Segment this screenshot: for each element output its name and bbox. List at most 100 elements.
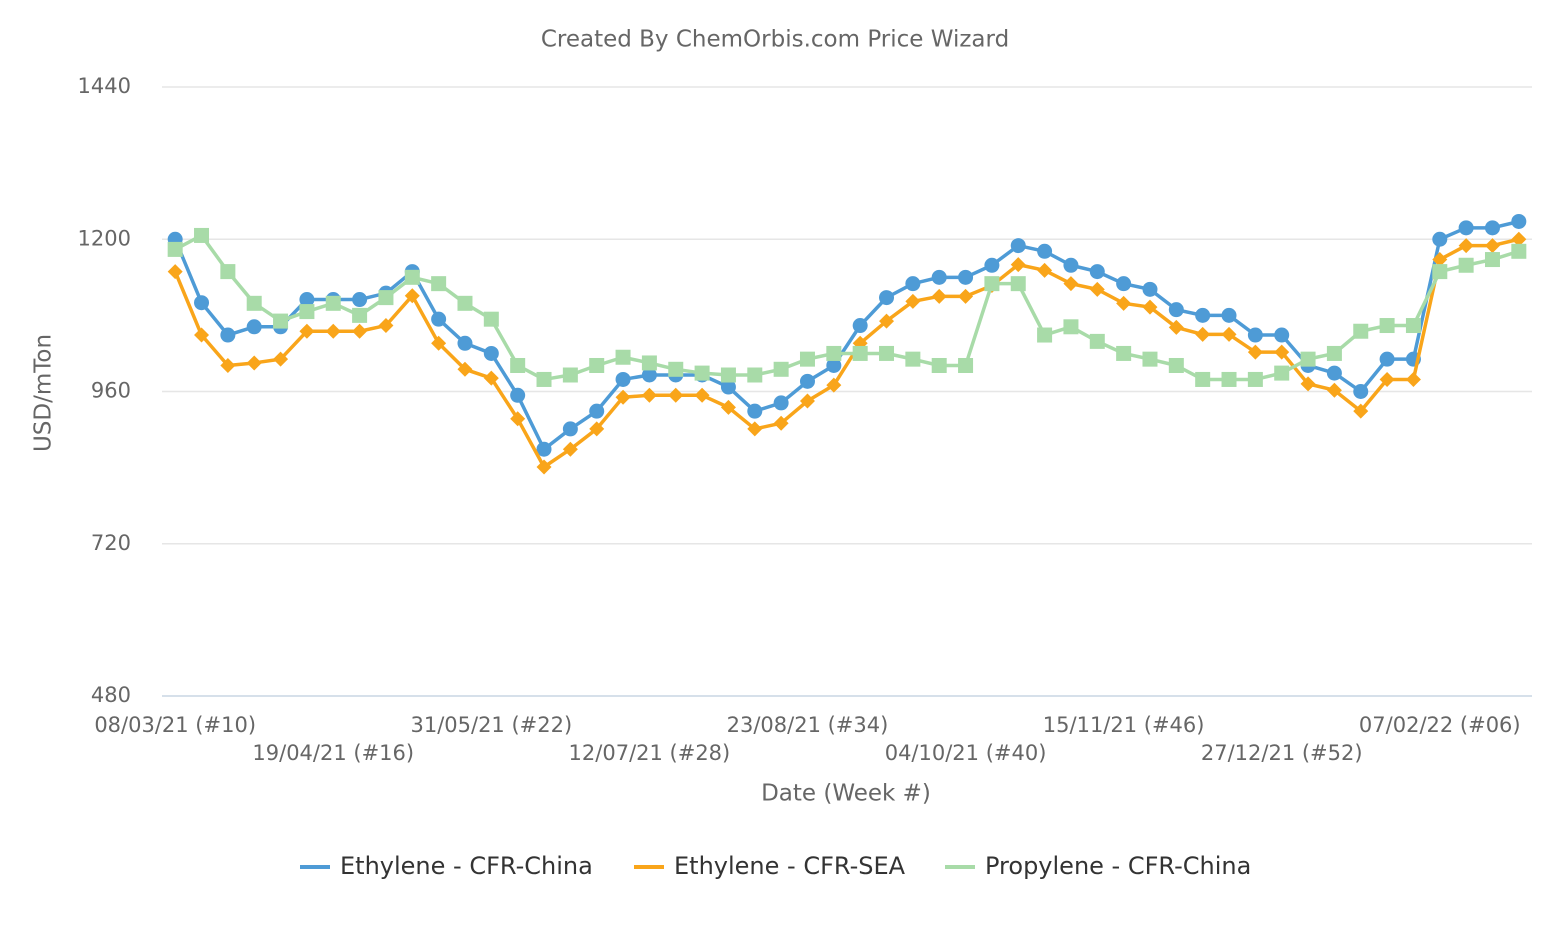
x-tick-label: 12/07/21 (#28): [569, 741, 731, 765]
point: [1405, 371, 1421, 387]
point: [720, 379, 736, 395]
point: [799, 393, 815, 409]
point: [352, 292, 368, 308]
point: [352, 307, 368, 323]
point: [220, 327, 236, 343]
point: [1432, 264, 1448, 280]
point: [220, 357, 236, 373]
x-tick-label: 15/11/21 (#46): [1043, 713, 1205, 737]
point: [562, 367, 578, 383]
series-line: [174, 233, 1520, 382]
series-line: [173, 219, 1520, 451]
point: [1195, 307, 1211, 323]
point: [1010, 276, 1026, 292]
point: [483, 311, 499, 327]
point: [1116, 345, 1132, 361]
point: [826, 357, 842, 373]
point: [431, 335, 447, 351]
point: [1353, 403, 1369, 419]
point: [694, 365, 710, 381]
point: [1221, 307, 1237, 323]
point: [931, 288, 947, 304]
point: [1379, 318, 1395, 334]
x-axis-title: Date (Week #): [761, 781, 931, 807]
point: [1010, 238, 1026, 254]
point: [1221, 326, 1237, 342]
x-tick-label: 04/10/21 (#40): [885, 741, 1047, 765]
point: [1484, 238, 1500, 254]
point: [773, 395, 789, 411]
point: [325, 323, 341, 339]
legend-label: Propylene - CFR-China: [985, 852, 1251, 880]
point: [1247, 371, 1263, 387]
point: [1274, 327, 1290, 343]
point: [1116, 276, 1132, 292]
point: [852, 318, 868, 334]
point: [615, 371, 631, 387]
point: [1142, 281, 1158, 297]
legend: Ethylene - CFR-China Ethylene - CFR-SEA Pr…: [300, 852, 1251, 880]
point: [958, 288, 974, 304]
point: [1484, 220, 1500, 236]
point: [799, 351, 815, 367]
point: [457, 361, 473, 377]
legend-label: Ethylene - CFR-China: [340, 852, 593, 880]
point: [1326, 365, 1342, 381]
point: [1274, 344, 1290, 360]
point: [299, 292, 315, 308]
point: [1142, 299, 1158, 315]
point: [246, 319, 262, 335]
point: [1379, 371, 1395, 387]
series: [167, 213, 1527, 457]
point: [1089, 333, 1105, 349]
point: [1037, 327, 1053, 343]
y-tick-label: 960: [91, 379, 131, 403]
point: [747, 403, 763, 419]
point: [167, 241, 183, 257]
point: [1089, 281, 1105, 297]
point: [905, 276, 921, 292]
point: [1221, 371, 1237, 387]
point: [1484, 252, 1500, 268]
point: [194, 327, 210, 343]
point: [299, 323, 315, 339]
point: [483, 345, 499, 361]
point: [694, 387, 710, 403]
point: [958, 357, 974, 373]
point: [799, 373, 815, 389]
point: [931, 269, 947, 285]
point: [720, 367, 736, 383]
point: [984, 276, 1000, 292]
point: [589, 421, 605, 437]
point: [299, 304, 315, 320]
point: [641, 355, 657, 371]
point: [984, 257, 1000, 273]
point: [720, 399, 736, 415]
point: [457, 335, 473, 351]
point: [1168, 319, 1184, 335]
point: [1116, 295, 1132, 311]
point: [194, 227, 210, 243]
x-tick-label: 31/05/21 (#22): [410, 713, 572, 737]
point: [589, 357, 605, 373]
point: [1432, 252, 1448, 268]
point: [641, 387, 657, 403]
point: [1353, 384, 1369, 399]
point: [1063, 319, 1079, 335]
point: [1063, 257, 1079, 273]
point: [905, 293, 921, 309]
point: [273, 351, 289, 367]
point: [1168, 357, 1184, 373]
point: [879, 290, 895, 306]
y-tick-label: 480: [91, 683, 131, 707]
point: [1010, 257, 1026, 273]
y-tick-label: 1440: [78, 74, 131, 98]
y-tick-label: 1200: [78, 226, 131, 250]
point: [668, 387, 684, 403]
point: [773, 361, 789, 377]
point: [194, 295, 210, 311]
point: [1168, 302, 1184, 318]
point: [931, 357, 947, 373]
point: [431, 311, 447, 327]
